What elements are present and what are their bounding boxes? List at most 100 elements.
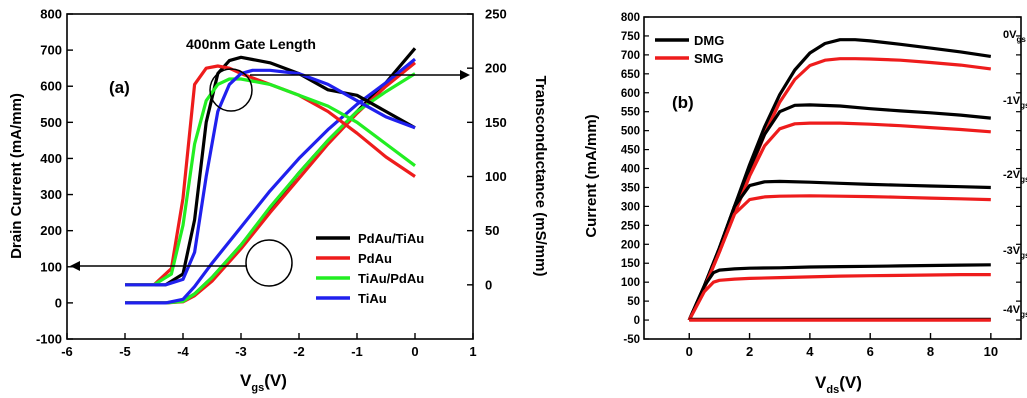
a-y-tick-label: 100 — [40, 259, 62, 274]
panel-a-label: (a) — [109, 78, 130, 97]
panel-a-xlabel-sub: gs — [251, 382, 264, 394]
b-x-tick-label: 2 — [746, 344, 753, 359]
gate-length-annotation: 400nm Gate Length — [186, 36, 316, 52]
b-y-tick-label: 800 — [621, 12, 640, 24]
b-y-tick-label: 150 — [621, 258, 640, 270]
gm-peak-circle — [209, 68, 253, 112]
b-y-tick-label: 550 — [621, 107, 640, 119]
b-y-tick-label: 0 — [634, 315, 640, 327]
a-y-tick-label: 200 — [40, 223, 62, 238]
gate-voltage-label: -1Vgs — [1003, 95, 1027, 110]
b-y-tick-label: 250 — [621, 220, 640, 232]
b-series-smg-0v — [687, 57, 992, 321]
panel-b-legend: DMG SMG — [655, 33, 724, 66]
a-y-tick-label: -100 — [36, 332, 62, 347]
gate-voltage-label: -3Vgs — [1003, 245, 1027, 260]
a-series-transconductance-tiau — [125, 68, 416, 287]
a-y-tick-label: 700 — [40, 43, 62, 58]
panel-a-y2-axis-title: Transconductance (mS/mm) — [532, 76, 549, 277]
gate-voltage-main: 0V — [1003, 29, 1017, 41]
b-y-tick-label: 100 — [621, 277, 640, 289]
a-x-tick-label: -2 — [293, 344, 305, 359]
arrow-right-head — [460, 70, 470, 80]
b-series-smg-m1v — [687, 121, 991, 321]
panel-b-x-axis-title: Vds(V) — [815, 373, 862, 396]
a-y2-tick-label: 200 — [485, 61, 507, 76]
a-y-tick-label: 300 — [40, 187, 62, 202]
panel-b-gate-labels: 0Vgs-1Vgs-2Vgs-3Vgs-4Vgs — [1003, 29, 1027, 319]
panel-b-ticks — [644, 16, 1021, 340]
b-y-tick-label: 600 — [621, 88, 640, 100]
b-series-dmg-m3v — [687, 263, 991, 321]
gate-voltage-sub: gs — [1020, 310, 1027, 319]
panel-b-tick-labels: 0 2 4 6 8 10 -50 0 50 100 150 200 250 300 350 400 450 500… — [621, 12, 998, 359]
b-x-tick-label: 6 — [867, 344, 874, 359]
gate-voltage-label: -4Vgs — [1003, 304, 1027, 319]
a-x-tick-label: -4 — [177, 344, 189, 359]
b-y-tick-label: 450 — [621, 145, 640, 157]
a-y-tick-label: 800 — [40, 7, 62, 22]
legend-label-tiau-pdau: TiAu/PdAu — [358, 271, 424, 286]
b-y-tick-label: -50 — [623, 334, 640, 346]
panel-b-chart: 0 2 4 6 8 10 -50 0 50 100 150 200 250 300 350 400 450 500… — [583, 12, 1027, 396]
panel-b-label: (b) — [672, 93, 694, 112]
gate-voltage-label: -2Vgs — [1003, 169, 1027, 184]
b-y-tick-label: 350 — [621, 182, 640, 194]
panel-a-series — [125, 47, 417, 305]
a-series-transconductance-tiau-pdau — [125, 77, 416, 287]
b-series-smg-m3v — [687, 273, 991, 321]
a-x-tick-label: -5 — [119, 344, 131, 359]
panel-b-y-axis-title: Current (mA/mm) — [583, 114, 600, 237]
b-series-smg-m2v — [687, 194, 991, 321]
panel-a-legend: PdAu/TiAu PdAu TiAu/PdAu TiAu — [316, 231, 424, 306]
arrow-left-head — [70, 261, 80, 271]
gate-voltage-sub: gs — [1016, 35, 1026, 44]
a-x-tick-label: -1 — [351, 344, 363, 359]
b-x-tick-label: 8 — [927, 344, 934, 359]
gate-voltage-sub: gs — [1020, 175, 1027, 184]
gate-voltage-main: -3V — [1003, 245, 1021, 257]
panel-a-xlabel-unit: (V) — [264, 371, 287, 390]
a-y-tick-label: 600 — [40, 79, 62, 94]
b-y-tick-label: 500 — [621, 126, 640, 138]
a-series-drain-current-tiau — [125, 57, 417, 305]
b-y-tick-label: 750 — [621, 31, 640, 43]
a-y2-tick-label: 100 — [485, 169, 507, 184]
a-series-transconductance-pdau — [125, 64, 416, 287]
a-y2-tick-label: 50 — [485, 223, 499, 238]
b-x-tick-label: 10 — [984, 344, 998, 359]
a-series-drain-current-pdau — [125, 61, 417, 305]
panel-b-xlabel-main: V — [815, 373, 827, 392]
a-y-tick-label: 400 — [40, 151, 62, 166]
b-x-tick-label: 4 — [806, 344, 814, 359]
a-y2-tick-label: 150 — [485, 115, 507, 130]
b-y-tick-label: 300 — [621, 201, 640, 213]
panel-a-xlabel-main: V — [240, 371, 252, 390]
legend-label-dmg: DMG — [694, 33, 724, 48]
a-x-tick-label: 1 — [469, 344, 476, 359]
a-y-tick-label: 500 — [40, 115, 62, 130]
a-x-tick-label: 0 — [411, 344, 418, 359]
gate-voltage-main: -2V — [1003, 169, 1021, 181]
b-y-tick-label: 200 — [621, 239, 640, 251]
panel-a-tick-labels: -6 -5 -4 -3 -2 -1 0 1-1000100200300400500600700… — [36, 7, 507, 360]
gate-voltage-main: -4V — [1003, 304, 1021, 316]
gate-voltage-sub: gs — [1020, 251, 1027, 260]
panel-a-chart: -6 -5 -4 -3 -2 -1 0 1-1000100200300400500600700… — [8, 7, 549, 395]
a-x-tick-label: -6 — [61, 344, 73, 359]
panel-b-xlabel-sub: ds — [826, 384, 839, 396]
panel-b-xlabel-unit: (V) — [839, 373, 862, 392]
gate-voltage-main: -1V — [1003, 95, 1021, 107]
legend-label-smg: SMG — [694, 51, 724, 66]
legend-label-tiau: TiAu — [358, 291, 387, 306]
b-series-dmg-m2v — [687, 179, 991, 321]
panel-a-y-axis-title: Drain Current (mA/mm) — [8, 93, 25, 259]
panel-a-x-axis-title: Vgs(V) — [240, 371, 287, 394]
a-series-drain-current-tiau-pdau — [125, 72, 416, 305]
a-y2-tick-label: 250 — [485, 7, 507, 22]
legend-label-pdau: PdAu — [358, 251, 392, 266]
panel-b-plot-frame — [643, 16, 1022, 340]
b-y-tick-label: 650 — [621, 69, 640, 81]
b-y-tick-label: 50 — [627, 296, 640, 308]
panel-b-series — [687, 38, 992, 322]
